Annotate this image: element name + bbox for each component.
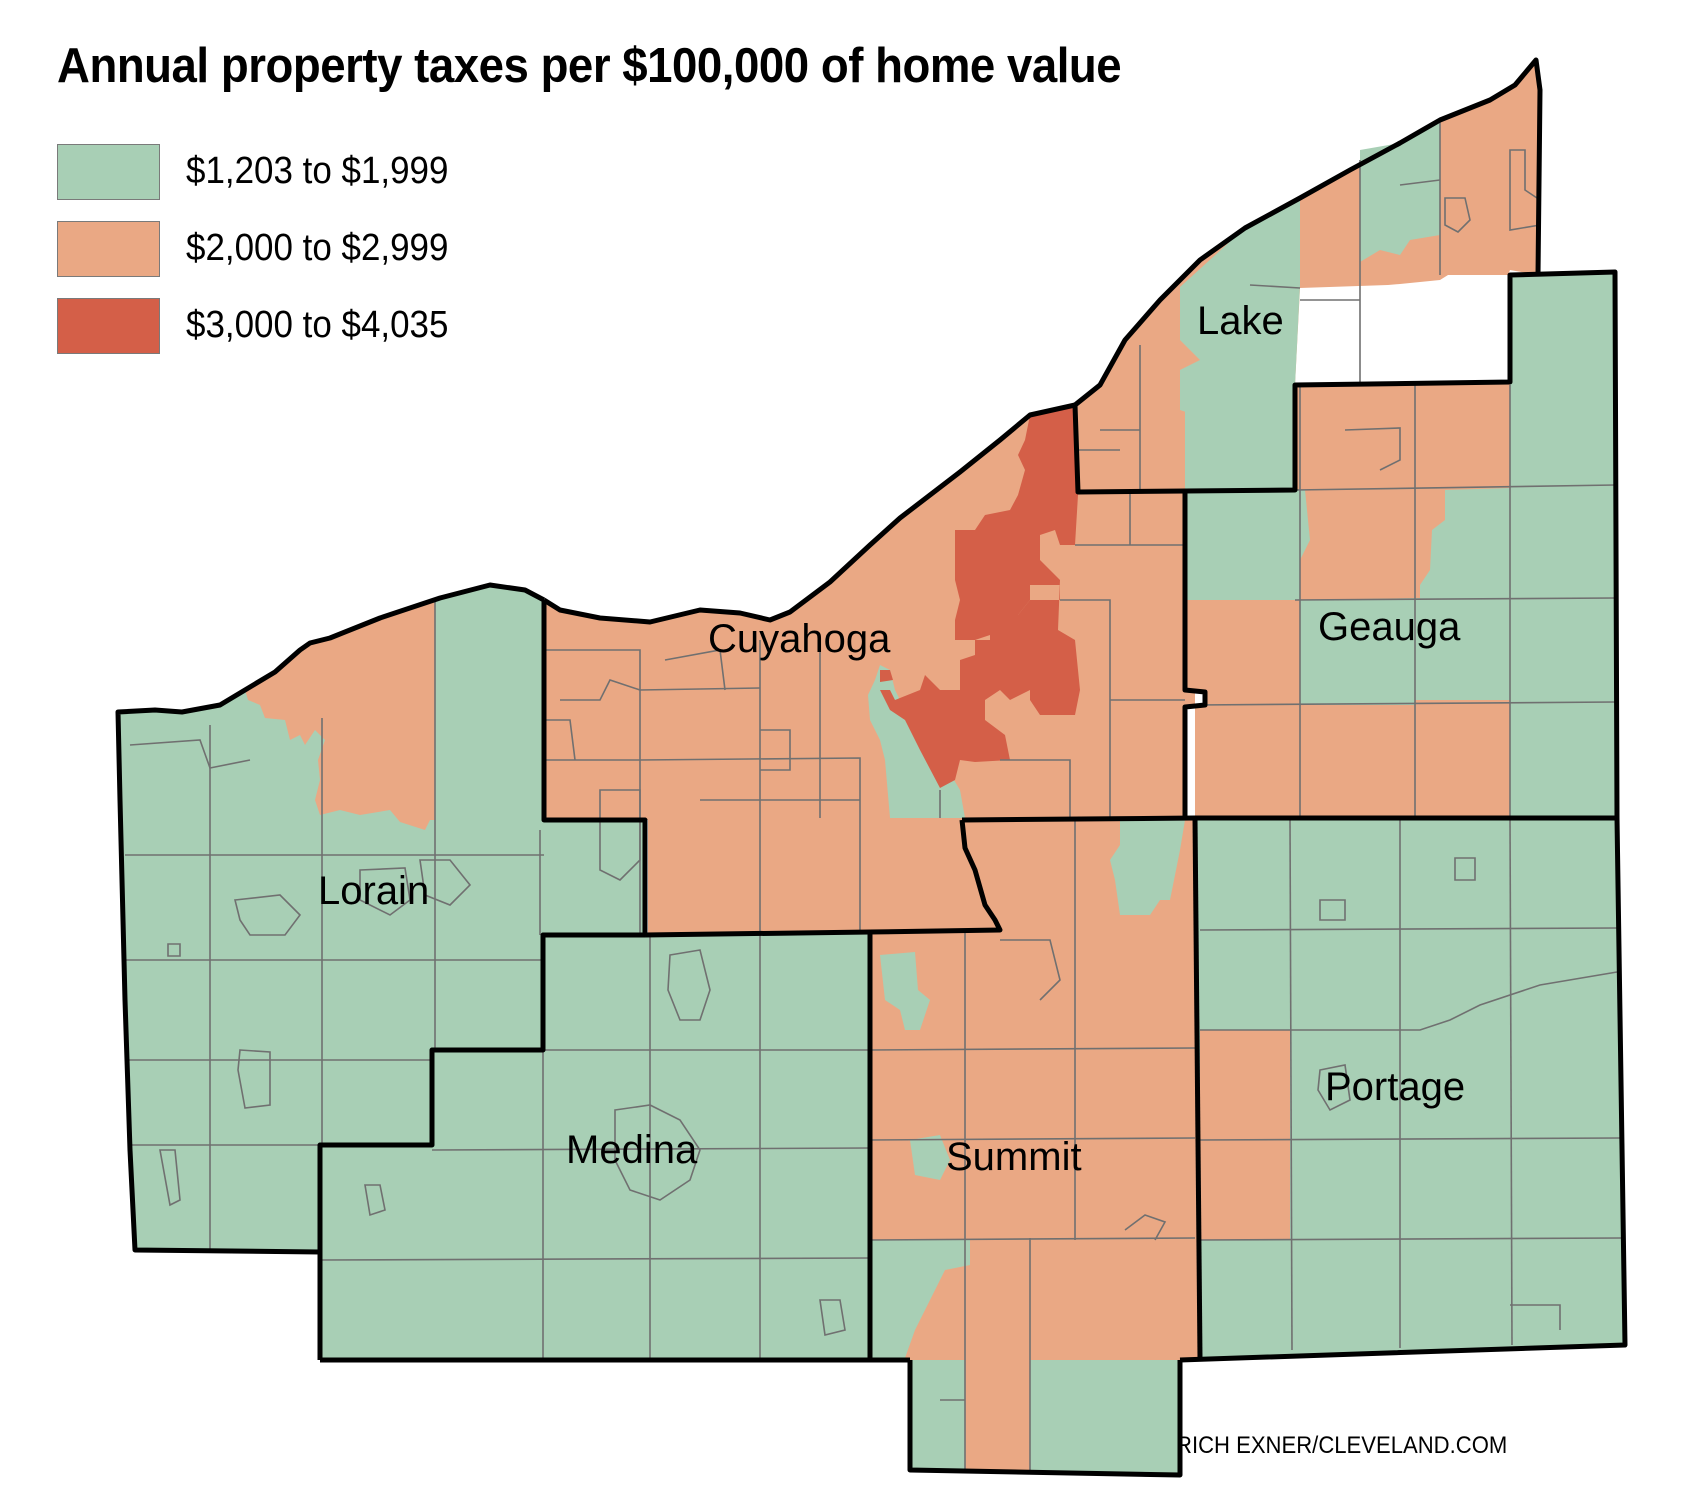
county-label-lake: Lake (1197, 299, 1284, 343)
source-credit: RICH EXNER/CLEVELAND.COM (1176, 1432, 1508, 1459)
map-title: Annual property taxes per $100,000 of ho… (57, 39, 1122, 93)
county-label-portage: Portage (1325, 1065, 1465, 1109)
legend-swatch-low (57, 143, 160, 200)
legend-label-high: $3,000 to $4,035 (186, 304, 449, 346)
county-geauga (1185, 272, 1617, 818)
legend-item-mid: $2,000 to $2,999 (57, 210, 471, 287)
county-label-geauga: Geauga (1318, 605, 1461, 649)
county-cuyahoga (544, 405, 1195, 935)
legend-item-high: $3,000 to $4,035 (57, 287, 471, 364)
legend-label-low: $1,203 to $1,999 (186, 150, 449, 192)
legend-swatch-mid (57, 220, 160, 277)
county-label-medina: Medina (566, 1128, 698, 1172)
county-label-lorain: Lorain (318, 869, 429, 913)
legend-label-mid: $2,000 to $2,999 (186, 227, 449, 269)
county-lake (1075, 60, 1541, 490)
legend: $1,203 to $1,999 $2,000 to $2,999 $3,000… (57, 133, 471, 364)
county-lorain (118, 585, 645, 1252)
county-borders (115, 57, 1628, 1478)
county-label-cuyahoga: Cuyahoga (708, 617, 891, 661)
county-portage (1195, 817, 1625, 1358)
county-label-summit: Summit (946, 1135, 1082, 1179)
county-summit (869, 818, 1200, 1475)
legend-swatch-high (57, 297, 160, 354)
legend-item-low: $1,203 to $1,999 (57, 133, 471, 210)
county-medina (319, 932, 871, 1360)
